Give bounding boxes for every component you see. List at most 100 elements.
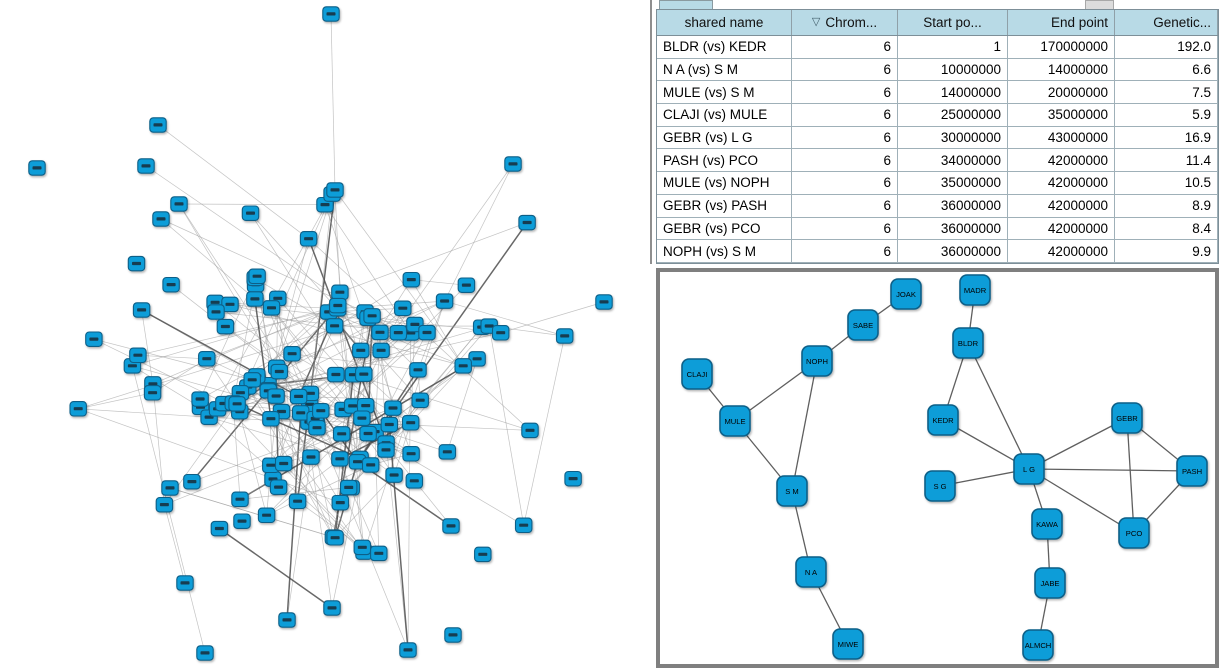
column-header-end-point[interactable]: End point — [1008, 10, 1115, 35]
network-node[interactable] — [359, 425, 377, 442]
network-edge[interactable] — [330, 13, 336, 191]
network-edge[interactable] — [209, 416, 309, 423]
table-cell[interactable]: 36000000 — [898, 240, 1008, 262]
network-edge[interactable] — [78, 408, 341, 504]
network-node[interactable] — [564, 470, 582, 487]
network-edge-noph-s-m[interactable] — [791, 360, 818, 492]
table-cell[interactable]: 6 — [792, 58, 898, 81]
network-node-pco[interactable]: PCO — [1118, 517, 1150, 549]
network-node-almch[interactable]: ALMCH — [1022, 629, 1054, 661]
table-cell[interactable]: 42000000 — [1008, 240, 1115, 262]
network-node[interactable] — [233, 513, 251, 529]
network-node[interactable] — [323, 600, 341, 616]
column-header-genetic[interactable]: Genetic... — [1115, 10, 1218, 35]
network-node[interactable] — [409, 362, 427, 378]
node-shape[interactable] — [890, 278, 922, 310]
network-node[interactable] — [331, 451, 349, 467]
network-node[interactable] — [246, 291, 264, 307]
network-edge[interactable] — [444, 300, 565, 337]
node-shape[interactable] — [795, 556, 827, 588]
network-edge[interactable] — [178, 203, 280, 372]
network-node[interactable] — [322, 6, 340, 22]
node-shape[interactable] — [801, 345, 833, 377]
network-node[interactable] — [270, 363, 289, 380]
table-cell[interactable]: BLDR (vs) KEDR — [657, 36, 792, 58]
network-edge[interactable] — [297, 501, 363, 548]
table-cell[interactable]: 10.5 — [1115, 172, 1218, 194]
network-node[interactable] — [401, 415, 420, 431]
table-cell[interactable]: GEBR (vs) L G — [657, 126, 792, 149]
network-edge[interactable] — [363, 373, 448, 453]
network-node[interactable] — [327, 366, 345, 383]
table-cell[interactable]: 8.9 — [1115, 194, 1218, 217]
network-node[interactable] — [302, 449, 320, 465]
network-edge[interactable] — [334, 474, 395, 539]
network-node[interactable] — [69, 401, 87, 417]
node-shape[interactable] — [832, 628, 864, 660]
network-node[interactable] — [129, 347, 147, 364]
network-node-gebr[interactable]: GEBR — [1111, 402, 1143, 434]
network-node[interactable] — [377, 442, 395, 458]
network-edge-l-g-pash[interactable] — [1028, 468, 1193, 472]
network-edge[interactable] — [240, 332, 501, 394]
network-node[interactable] — [435, 293, 454, 309]
network-edge[interactable] — [414, 324, 531, 431]
network-edge[interactable] — [291, 279, 412, 355]
table-cell[interactable]: 42000000 — [1008, 217, 1115, 240]
network-edge[interactable] — [523, 335, 566, 526]
network-node[interactable] — [380, 416, 399, 433]
network-node[interactable] — [274, 455, 293, 472]
network-edge[interactable] — [206, 308, 338, 360]
node-shape[interactable] — [924, 470, 956, 502]
network-node[interactable] — [155, 496, 174, 513]
network-node[interactable] — [418, 324, 436, 341]
network-edge[interactable] — [236, 403, 361, 460]
network-edge[interactable] — [169, 487, 336, 539]
network-edge[interactable] — [411, 279, 464, 367]
network-node[interactable] — [283, 346, 301, 362]
network-node-kedr[interactable]: KEDR — [927, 404, 959, 436]
table-cell[interactable]: 6 — [792, 217, 898, 240]
network-node[interactable] — [339, 479, 358, 496]
network-node[interactable] — [361, 457, 380, 473]
network-node[interactable] — [85, 331, 103, 347]
node-shape[interactable] — [776, 475, 808, 507]
network-node[interactable] — [444, 627, 462, 643]
node-shape[interactable] — [1176, 455, 1208, 487]
table-row[interactable]: PASH (vs) PCO 6 34000000 42000000 11.4 — [657, 149, 1218, 173]
network-edge[interactable] — [283, 332, 428, 464]
network-node[interactable] — [370, 545, 388, 562]
table-row[interactable]: GEBR (vs) PASH 6 36000000 42000000 8.9 — [657, 194, 1218, 218]
network-edge[interactable] — [160, 218, 256, 300]
network-edge[interactable] — [178, 203, 326, 206]
network-edge[interactable] — [137, 308, 338, 356]
network-node[interactable] — [210, 520, 229, 537]
table-cell[interactable]: GEBR (vs) PCO — [657, 217, 792, 240]
network-edge[interactable] — [286, 412, 302, 621]
network-edge[interactable] — [137, 354, 207, 360]
network-node[interactable] — [402, 446, 420, 462]
network-node[interactable] — [149, 117, 167, 133]
network-node[interactable] — [325, 318, 344, 334]
network-node[interactable] — [332, 426, 351, 442]
table-cell[interactable]: 1 — [898, 36, 1008, 58]
network-edge[interactable] — [334, 189, 464, 367]
network-edge[interactable] — [276, 193, 333, 368]
network-edge[interactable] — [78, 317, 369, 410]
network-node[interactable] — [152, 211, 170, 227]
network-node[interactable] — [331, 494, 350, 511]
network-node[interactable] — [162, 276, 180, 293]
network-node[interactable] — [372, 342, 390, 359]
network-edge[interactable] — [308, 422, 334, 538]
network-edge[interactable] — [292, 353, 419, 371]
network-node[interactable] — [243, 372, 261, 388]
network-node[interactable] — [228, 396, 246, 412]
network-node[interactable] — [161, 480, 179, 496]
network-node[interactable] — [555, 328, 574, 344]
table-cell[interactable]: 42000000 — [1008, 149, 1115, 172]
column-header-chrom[interactable]: ▽ Chrom... — [792, 10, 898, 35]
network-node[interactable] — [143, 385, 162, 401]
network-node[interactable] — [595, 294, 613, 310]
table-cell[interactable]: 35000000 — [898, 172, 1008, 194]
network-node-sabe[interactable]: SABE — [847, 309, 879, 341]
